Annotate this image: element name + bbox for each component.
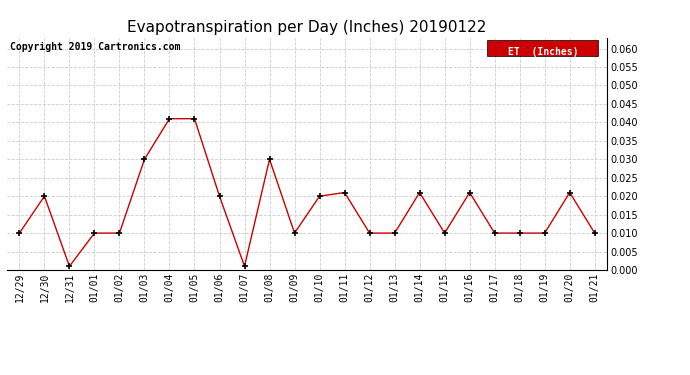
Text: ET  (Inches): ET (Inches) — [508, 47, 578, 57]
Title: Evapotranspiration per Day (Inches) 20190122: Evapotranspiration per Day (Inches) 2019… — [128, 20, 486, 35]
Text: Copyright 2019 Cartronics.com: Copyright 2019 Cartronics.com — [10, 42, 180, 52]
FancyBboxPatch shape — [487, 40, 598, 56]
